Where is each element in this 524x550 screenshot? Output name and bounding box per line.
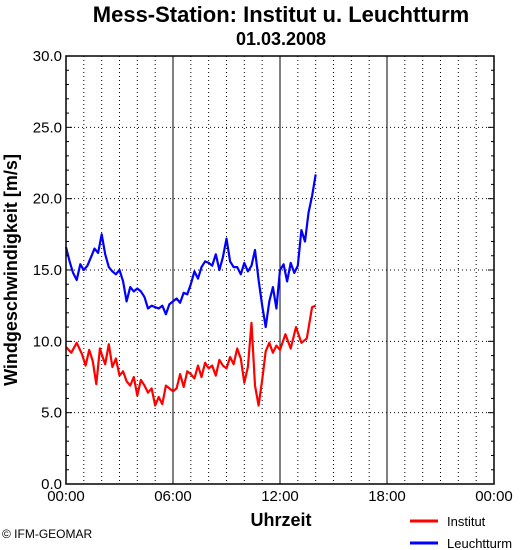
y-tick-label: 15.0 (33, 262, 62, 279)
chart-subtitle: 01.03.2008 (236, 29, 326, 49)
tick-layer: 0.0 5.0 10.0 15.0 20.0 25.0 30.0 00:00 06:00 12:0… (33, 48, 513, 505)
y-axis-label: Windgeschwindigkeit [m/s] (1, 154, 21, 386)
series-line-leuchtturm (64, 174, 317, 329)
x-tick-label: 06:00 (154, 488, 192, 505)
x-tick-label: 00:00 (475, 488, 513, 505)
series-line-institut (65, 304, 317, 407)
credit-text: © IFM-GEOMAR (2, 527, 93, 541)
series-layer (64, 174, 317, 407)
x-tick-label: 18:00 (368, 488, 406, 505)
legend-label-leuchtturm: Leuchtturm (447, 536, 512, 550)
y-tick-label: 0.0 (41, 476, 62, 493)
x-tick-label: 00:00 (47, 488, 85, 505)
grid-layer (66, 56, 494, 484)
y-tick-label: 25.0 (33, 119, 62, 136)
legend-label-institut: Institut (447, 514, 486, 529)
y-tick-label: 30.0 (33, 48, 62, 65)
x-axis-label: Uhrzeit (250, 510, 311, 530)
y-tick-label: 5.0 (41, 405, 62, 422)
y-tick-label: 20.0 (33, 191, 62, 208)
y-tick-label: 10.0 (33, 333, 62, 350)
x-tick-label: 12:00 (261, 488, 299, 505)
legend: Institut Leuchtturm (410, 514, 512, 550)
chart-title: Mess-Station: Institut u. Leuchtturm (93, 2, 469, 27)
